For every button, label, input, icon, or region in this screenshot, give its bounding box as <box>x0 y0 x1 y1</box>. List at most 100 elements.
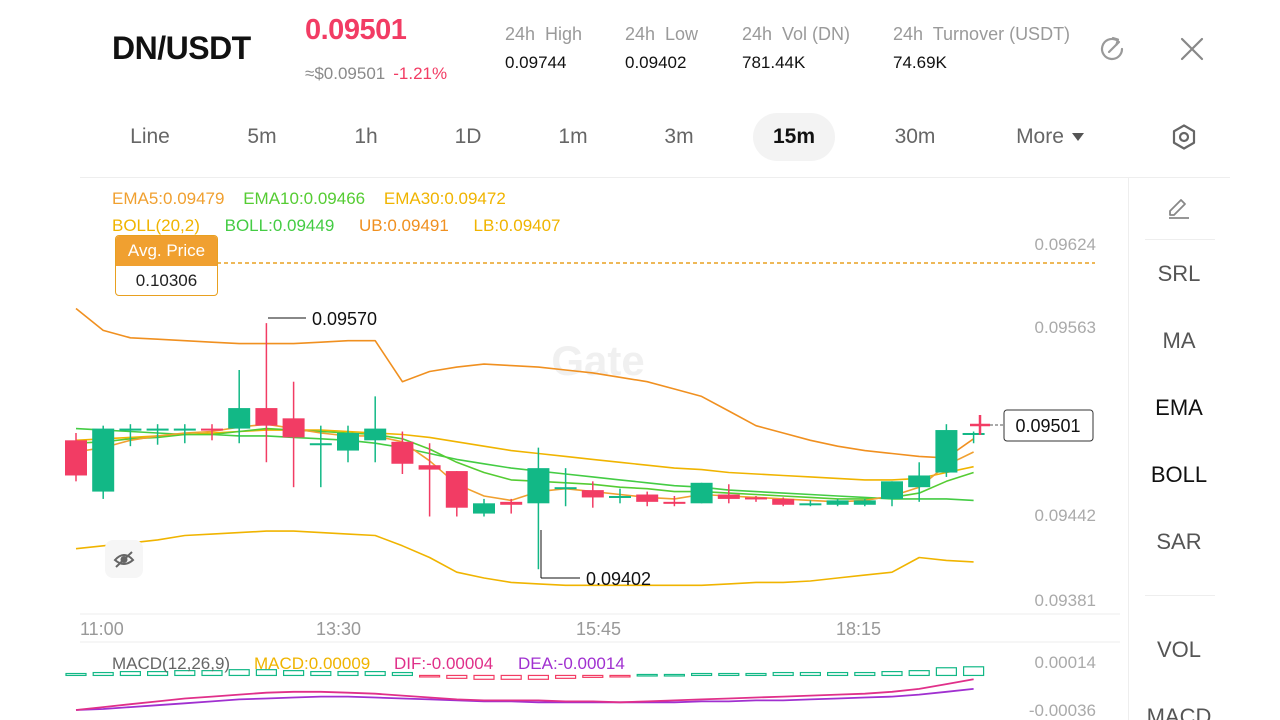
candle-body <box>908 475 931 488</box>
ema30-line <box>75 429 974 481</box>
macd-y-tick: -0.00036 <box>1029 701 1096 720</box>
macd-bar <box>609 674 631 678</box>
macd-bar <box>718 672 740 677</box>
macd-bar <box>283 670 305 677</box>
x-tick: 15:45 <box>576 619 621 639</box>
tab-more-label: More <box>1016 125 1064 148</box>
macd-bar <box>854 671 876 677</box>
tab-3m[interactable]: 3m <box>664 125 694 148</box>
settings-icon[interactable] <box>1170 123 1198 151</box>
tab-more[interactable]: More <box>1000 113 1100 161</box>
stat-label: 24h High <box>505 24 583 44</box>
dea-value: DEA:-0.00014 <box>518 654 625 673</box>
boll-label: BOLL(20,2) <box>112 216 200 235</box>
macd-bar <box>92 671 114 677</box>
macd-bar <box>255 669 277 677</box>
macd-title: MACD(12,26,9) <box>112 654 230 673</box>
tab-15m[interactable]: 15m <box>753 113 835 161</box>
stat-high: 24h High 0.09744 <box>505 24 582 73</box>
indicator-ma[interactable]: MA <box>1162 328 1196 353</box>
macd-y-tick: 0.00014 <box>1035 653 1096 672</box>
usd-price: ≈$0.09501 <box>305 64 386 83</box>
macd-value: MACD:0.00009 <box>254 654 370 673</box>
macd-bar <box>908 670 930 677</box>
stat-value: 74.69K <box>893 53 947 72</box>
candle-body <box>690 482 713 504</box>
boll-lower-line <box>75 530 974 587</box>
toggle-visibility-button[interactable] <box>105 540 143 578</box>
stat-label: 24h Turnover (USDT) <box>893 24 1071 44</box>
candle-body <box>309 443 332 446</box>
indicator-srl[interactable]: SRL <box>1157 261 1201 286</box>
candle-body <box>92 428 115 492</box>
last-price-tag: 0.09501 <box>1015 416 1080 436</box>
pencil-icon[interactable] <box>1166 195 1192 221</box>
stat-value: 0.09744 <box>505 53 567 72</box>
candle-body <box>364 428 387 441</box>
candle-body <box>581 490 604 498</box>
boll-mid-line <box>75 427 974 502</box>
ema10-label: EMA10:0.09466 <box>243 189 366 208</box>
macd-bar <box>826 671 849 677</box>
tab-1m[interactable]: 1m <box>558 125 588 148</box>
y-tick: 0.09381 <box>1035 591 1096 610</box>
candle-body <box>636 494 659 502</box>
x-tick: 18:15 <box>836 619 881 639</box>
x-tick: 13:30 <box>316 619 361 639</box>
ema5-label: EMA5:0.09479 <box>112 189 225 208</box>
avg-price-value: 0.10306 <box>135 271 198 290</box>
stat-volume: 24h Vol (DN) 781.44K <box>742 24 850 73</box>
macd-bar <box>174 670 196 677</box>
stat-low: 24h Low 0.09402 <box>625 24 698 73</box>
price-sub: ≈$0.09501 -1.21% <box>305 64 447 84</box>
eye-off-icon <box>113 551 135 568</box>
tab-5m[interactable]: 5m <box>247 125 277 148</box>
boll-lb-label: LB:0.09407 <box>473 216 561 235</box>
low-marker-label: 0.09402 <box>586 569 651 589</box>
indicator-macd[interactable]: MACD <box>1146 704 1212 720</box>
candle-body <box>337 432 359 451</box>
ema30-label: EMA30:0.09472 <box>383 189 506 208</box>
macd-bar <box>310 670 332 677</box>
macd-bar <box>582 674 604 678</box>
candle-body <box>935 430 958 473</box>
price-change: -1.21% <box>393 64 448 83</box>
last-price-tag-box <box>1003 409 1094 442</box>
candle-body <box>717 494 740 499</box>
candle-body <box>663 501 686 504</box>
stat-label: 24h Vol (DN) <box>742 24 851 44</box>
indicator-boll[interactable]: BOLL <box>1150 462 1208 487</box>
tab-line[interactable]: Line <box>130 125 170 148</box>
macd-bar <box>663 673 686 677</box>
candle-body <box>65 440 87 476</box>
candle-body <box>881 481 903 499</box>
refresh-icon[interactable] <box>1097 34 1127 64</box>
avg-price-badge: Avg. Price 0.10306 <box>115 235 218 296</box>
macd-bar <box>772 671 794 677</box>
last-price: 0.09501 <box>305 14 407 46</box>
boll-upper-line <box>75 307 975 459</box>
tab-1d[interactable]: 1D <box>454 125 482 148</box>
close-icon[interactable] <box>1177 34 1207 64</box>
boll-mid-label: BOLL:0.09449 <box>224 216 335 235</box>
tab-30m[interactable]: 30m <box>894 125 936 148</box>
y-tick: 0.09624 <box>1035 235 1096 254</box>
boll-legend: BOLL(20,2) BOLL:0.09449 UB:0.09491 LB:0.… <box>112 216 561 236</box>
candle-body <box>255 408 278 426</box>
macd-bar <box>419 674 441 678</box>
indicator-sar[interactable]: SAR <box>1156 529 1202 554</box>
ema10-line <box>75 427 974 500</box>
stat-value: 781.44K <box>742 53 806 72</box>
side-divider <box>1128 178 1129 720</box>
macd-bar <box>65 672 87 677</box>
high-marker-label: 0.09570 <box>312 309 377 329</box>
tab-1h[interactable]: 1h <box>354 125 378 148</box>
candle-body <box>527 468 550 504</box>
candle-body <box>282 418 305 438</box>
indicator-ema[interactable]: EMA <box>1155 395 1203 420</box>
stat-value: 0.09402 <box>625 53 687 72</box>
tabs-divider <box>80 177 1230 178</box>
indicator-vol[interactable]: VOL <box>1156 637 1202 662</box>
